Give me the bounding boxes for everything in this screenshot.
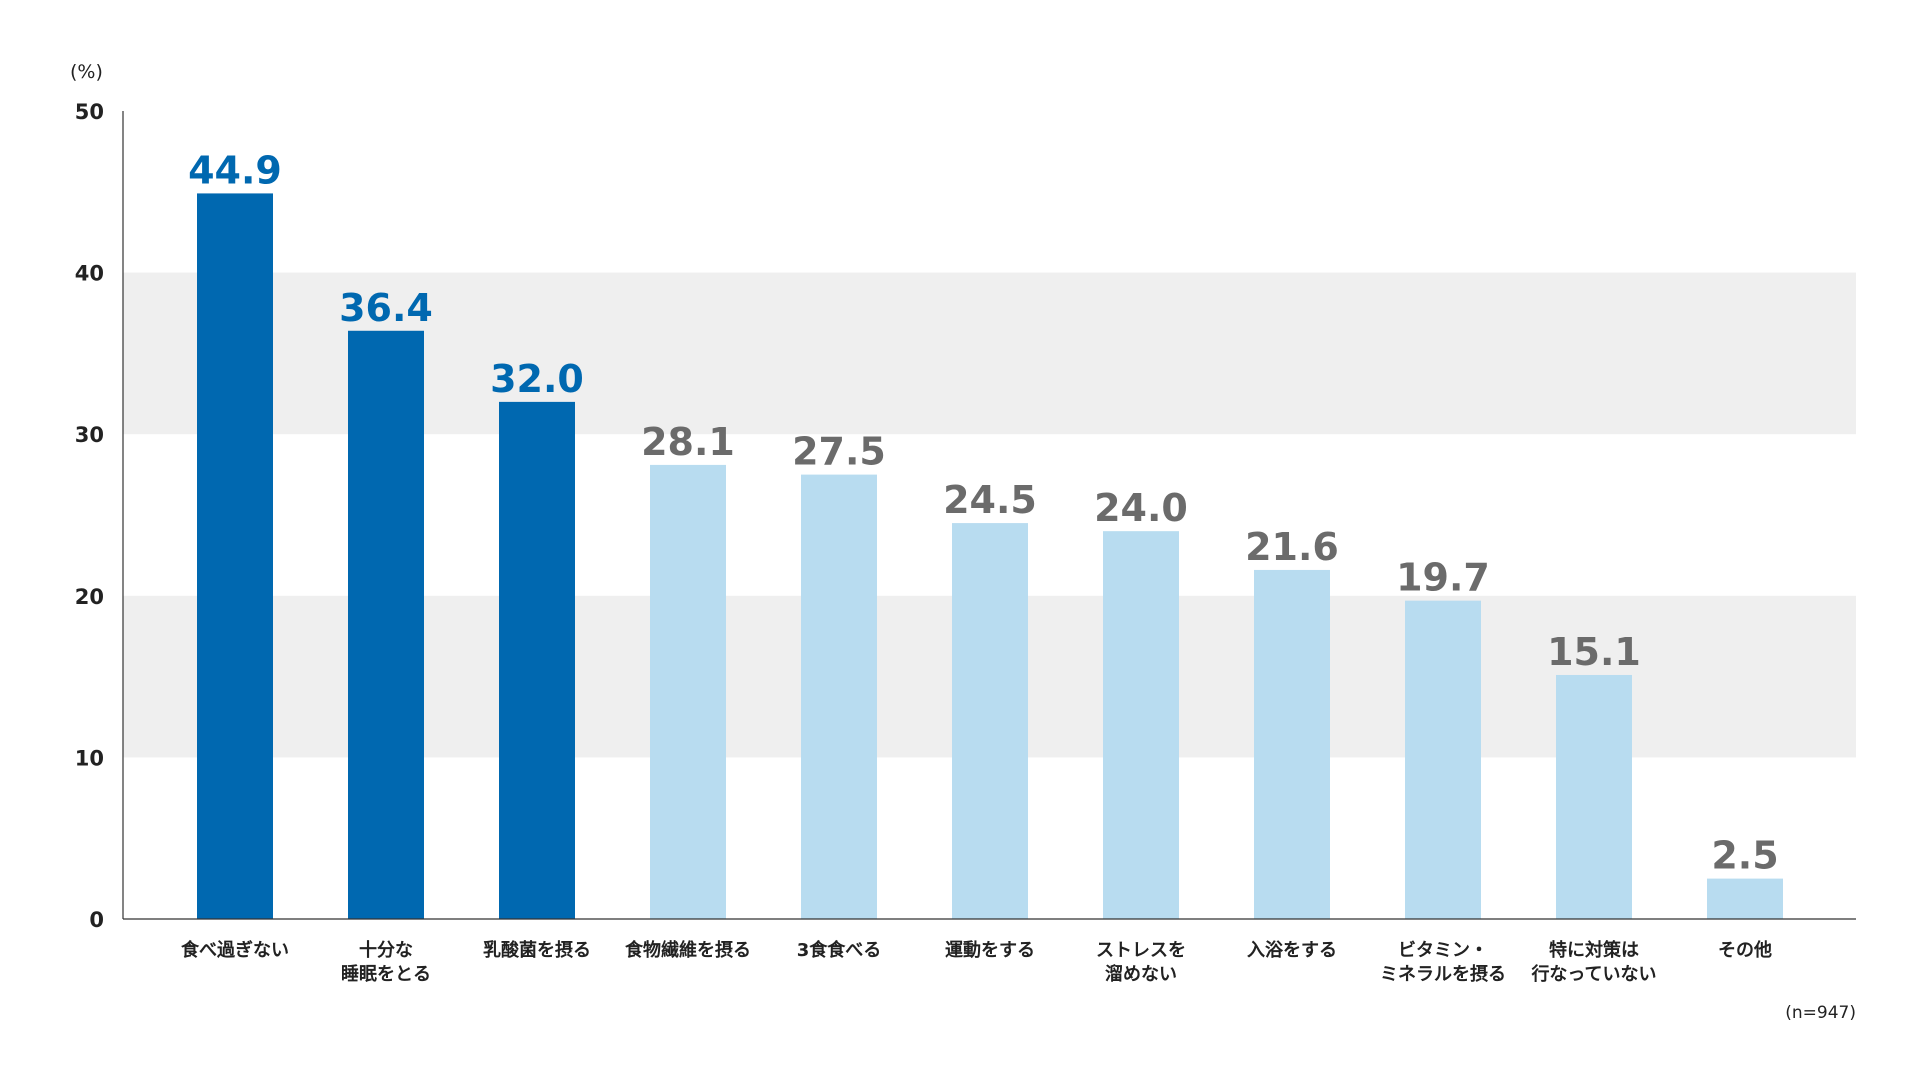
x-tick-label-line: 睡眠をとる [341,964,431,985]
bar [348,330,424,919]
x-tick-label-line: ストレスを [1096,940,1186,961]
bar [1103,531,1179,919]
x-tick-label-line: 乳酸菌を摂る [483,939,591,961]
x-tick-label: ビタミン・ミネラルを摂る [1380,940,1506,985]
value-labels: 44.9 36.4 32.0 28.1 27.5 24.5 24.0 21.6 19.7 15.1… [188,148,1779,877]
category-labels: 食べ過ぎない 十分な睡眠をとる 乳酸菌を摂る 食物繊維を摂る 3食食べる 運動をする ストレ… [180,939,1772,985]
data-label: 24.0 [1094,486,1188,530]
data-label: 2.5 [1711,834,1778,878]
x-tick-label: 十分な睡眠をとる [341,939,431,985]
x-tick-label-line: 行なっていない [1530,963,1656,985]
x-tick-label-line: 特に対策は [1549,939,1639,961]
bar [1556,674,1632,919]
data-label: 15.1 [1547,630,1641,674]
x-tick-label-line: その他 [1718,939,1772,961]
x-tick-label: 食べ過ぎない [180,939,289,961]
data-label: 36.4 [339,286,433,330]
data-label: 28.1 [641,420,735,464]
x-tick-label: 乳酸菌を摂る [483,939,591,961]
y-unit-label: (%) [70,61,103,83]
x-tick-label: 3食食べる [797,939,882,961]
y-tick-label: 30 [75,423,104,447]
x-tick-label: ストレスを溜めない [1096,940,1186,985]
x-tick-label-line: 運動をする [945,939,1035,961]
axes [122,111,1856,920]
bar [650,464,726,919]
data-label: 21.6 [1245,525,1339,569]
x-tick-label-line: 溜めない [1105,963,1177,985]
bar [952,523,1028,919]
y-tick-label: 40 [75,262,104,286]
x-tick-label-line: 食べ過ぎない [180,939,289,961]
bar [801,474,877,919]
bars [197,193,1783,919]
x-tick-label-line: 十分な [359,939,413,961]
data-label: 19.7 [1396,556,1490,600]
x-tick-label: 運動をする [945,939,1035,961]
x-tick-label: 食物繊維を摂る [624,939,751,961]
x-tick-label-line: 入浴をする [1247,940,1337,961]
y-tick-label: 0 [89,908,104,932]
sample-size-note: (n=947) [1785,1003,1856,1023]
bar [1707,878,1783,919]
data-label: 44.9 [188,148,282,192]
data-label: 32.0 [490,357,584,401]
y-tick-label: 50 [75,100,104,124]
x-tick-label-line: ミネラルを摂る [1380,963,1506,985]
bar [1254,569,1330,919]
x-tick-label: 入浴をする [1247,940,1337,961]
data-label: 24.5 [943,478,1037,522]
bar [1405,600,1481,919]
data-label: 27.5 [792,430,886,474]
y-tick-labels: 0 10 20 30 40 50 [75,100,104,932]
x-tick-label-line: 食物繊維を摂る [624,939,751,961]
y-tick-label: 10 [75,746,104,770]
y-tick-label: 20 [75,585,104,609]
bar [499,401,575,919]
x-tick-label: その他 [1718,939,1772,961]
bar [197,193,273,919]
x-tick-label-line: 3食食べる [797,939,882,961]
x-tick-label-line: ビタミン・ [1398,940,1488,961]
x-tick-label: 特に対策は行なっていない [1530,939,1656,985]
